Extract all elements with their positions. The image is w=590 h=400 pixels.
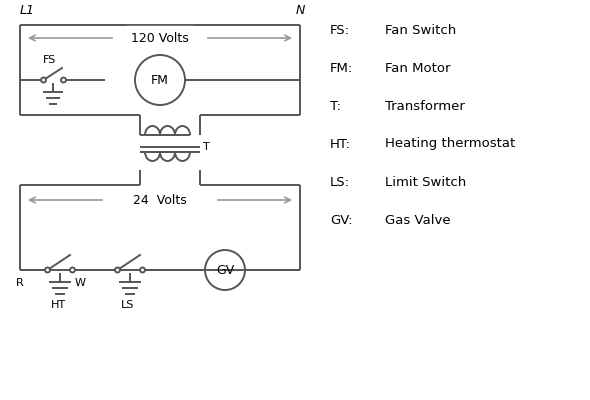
Text: R: R [16, 278, 24, 288]
Text: Limit Switch: Limit Switch [385, 176, 466, 188]
Text: FM:: FM: [330, 62, 353, 74]
Text: 120 Volts: 120 Volts [131, 32, 189, 44]
Text: GV: GV [216, 264, 234, 276]
Text: W: W [74, 278, 86, 288]
Text: LS:: LS: [330, 176, 350, 188]
Circle shape [140, 268, 145, 272]
Text: FS:: FS: [330, 24, 350, 36]
Circle shape [61, 78, 66, 82]
Text: HT: HT [50, 300, 65, 310]
Circle shape [45, 268, 50, 272]
Text: FM: FM [151, 74, 169, 86]
Text: Gas Valve: Gas Valve [385, 214, 451, 226]
Text: T: T [203, 142, 210, 152]
Text: Fan Switch: Fan Switch [385, 24, 456, 36]
Text: GV:: GV: [330, 214, 353, 226]
Circle shape [70, 268, 75, 272]
Text: Fan Motor: Fan Motor [385, 62, 451, 74]
Circle shape [41, 78, 46, 82]
Circle shape [115, 268, 120, 272]
Text: FS: FS [44, 55, 57, 65]
Text: N: N [296, 4, 304, 16]
Text: L1: L1 [20, 4, 35, 16]
Text: HT:: HT: [330, 138, 351, 150]
Text: LS: LS [122, 300, 135, 310]
Text: Transformer: Transformer [385, 100, 465, 112]
Text: Heating thermostat: Heating thermostat [385, 138, 515, 150]
Text: T:: T: [330, 100, 341, 112]
Text: 24  Volts: 24 Volts [133, 194, 187, 206]
